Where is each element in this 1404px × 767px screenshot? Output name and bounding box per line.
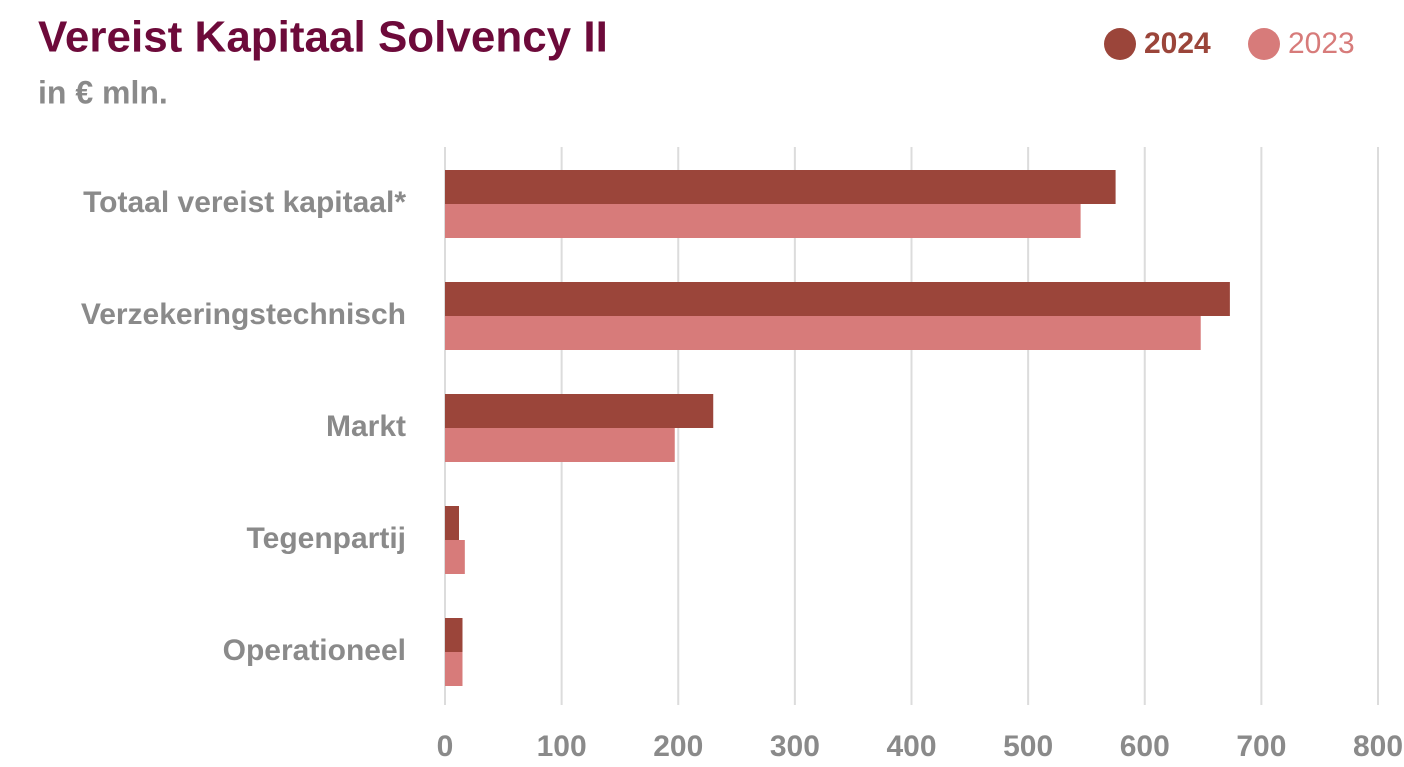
legend-label: 2023 [1288, 27, 1355, 60]
chart-subtitle: in € mln. [38, 74, 168, 110]
x-tick-label: 800 [1353, 730, 1403, 763]
bar [445, 540, 465, 574]
bar [445, 506, 459, 540]
x-tick-label: 500 [1003, 730, 1053, 763]
legend-swatch [1248, 28, 1280, 60]
y-tick-label: Tegenpartij [247, 522, 406, 555]
bar [445, 394, 714, 428]
bar [445, 316, 1201, 350]
bar [445, 652, 463, 686]
bar [445, 282, 1230, 316]
chart-title: Vereist Kapitaal Solvency II [38, 13, 608, 62]
y-tick-label: Totaal vereist kapitaal* [83, 186, 406, 219]
y-tick-label: Operationeel [223, 634, 406, 667]
legend-swatch [1104, 28, 1136, 60]
bar [445, 170, 1116, 204]
y-tick-label: Markt [326, 410, 406, 443]
bar [445, 428, 675, 462]
legend-label: 2024 [1144, 27, 1211, 60]
x-tick-label: 400 [886, 730, 936, 763]
x-tick-label: 700 [1236, 730, 1286, 763]
x-tick-label: 100 [537, 730, 587, 763]
x-tick-label: 0 [437, 730, 454, 763]
x-tick-label: 300 [770, 730, 820, 763]
x-tick-label: 600 [1120, 730, 1170, 763]
y-tick-label: Verzekeringstechnisch [81, 298, 406, 331]
bar [445, 204, 1081, 238]
bar [445, 618, 463, 652]
x-tick-label: 200 [653, 730, 703, 763]
